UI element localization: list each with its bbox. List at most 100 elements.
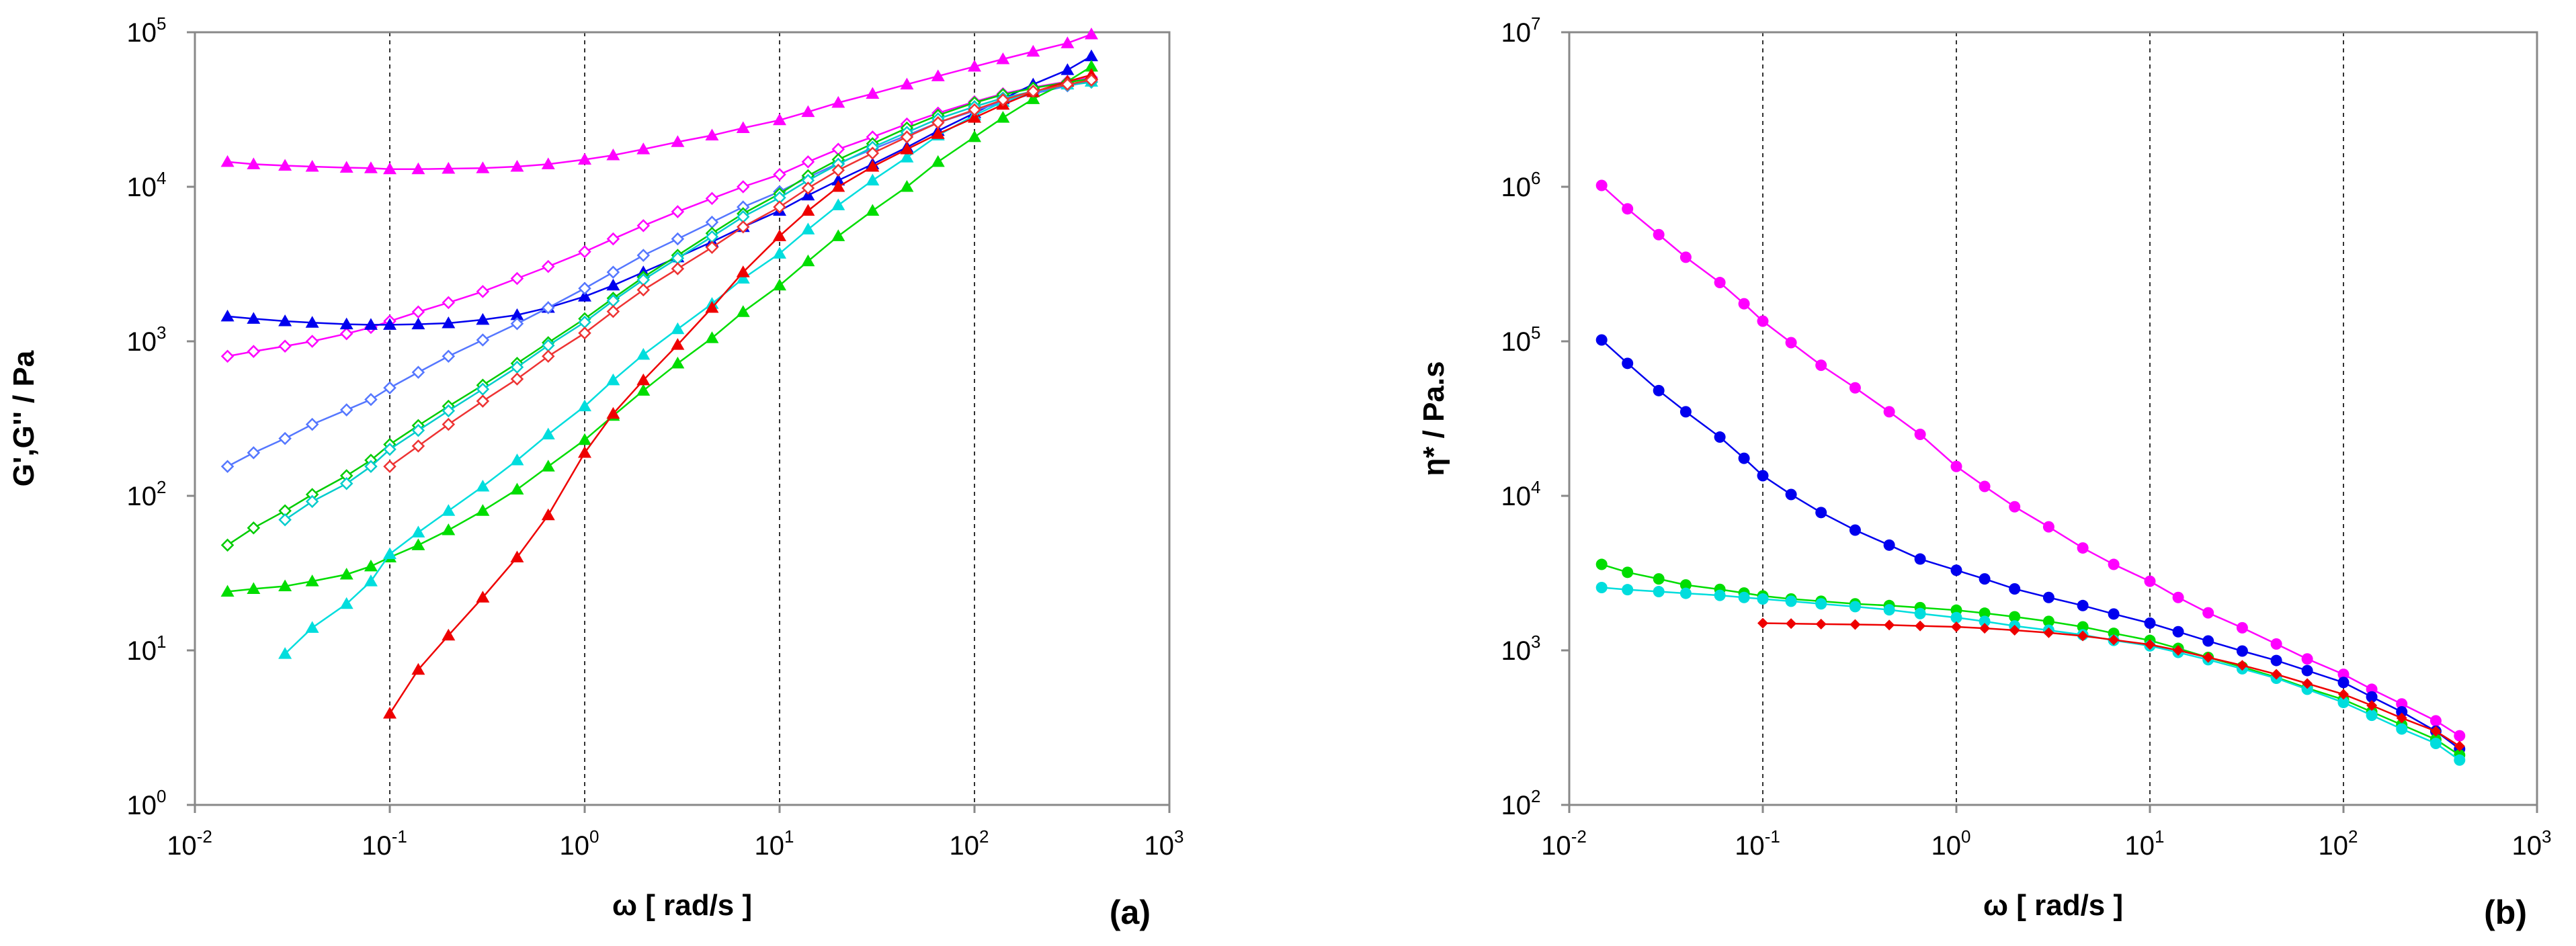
data-point: [866, 146, 880, 160]
series-line: [1602, 587, 2460, 761]
series-magenta: [1595, 179, 2466, 742]
y-tick-label: 103: [1501, 632, 1541, 666]
x-tick-label: 10-2: [1541, 826, 1587, 861]
data-point: [1757, 470, 1769, 482]
data-point: [278, 159, 292, 171]
data-point: [1622, 584, 1634, 596]
data-point: [773, 168, 786, 181]
data-point: [866, 160, 880, 172]
data-point: [1914, 428, 1926, 440]
data-point: [364, 460, 378, 473]
data-point: [2077, 621, 2089, 633]
data-point: [1679, 587, 1692, 599]
data-point: [1653, 384, 1665, 396]
data-point: [773, 247, 786, 259]
data-point: [1815, 618, 1827, 630]
data-point: [2009, 611, 2021, 623]
data-point: [2042, 591, 2054, 603]
data-point: [2108, 608, 2120, 620]
data-point: [1084, 28, 1098, 40]
data-point: [1815, 507, 1827, 519]
data-point: [541, 460, 555, 472]
data-point: [510, 271, 524, 286]
data-point: [1757, 315, 1769, 327]
data-point: [1061, 77, 1075, 91]
plot-frame: [194, 31, 1171, 806]
data-point: [383, 460, 397, 473]
data-point: [383, 547, 397, 560]
data-point: [2270, 654, 2282, 666]
data-point: [801, 222, 815, 234]
data-point: [1679, 251, 1692, 263]
data-point: [2396, 706, 2408, 718]
data-point: [705, 191, 719, 206]
plot-frame: [1568, 31, 2538, 806]
data-point: [931, 155, 945, 167]
data-point: [510, 317, 524, 331]
data-point: [736, 121, 750, 134]
data-point: [866, 87, 880, 99]
data-point: [278, 513, 292, 527]
data-point: [1061, 63, 1075, 75]
data-point: [2454, 740, 2465, 752]
x-tick-label: 101: [755, 826, 794, 861]
data-point: [510, 550, 524, 563]
data-point: [1084, 49, 1098, 62]
data-point: [2145, 639, 2155, 650]
data-point: [671, 205, 685, 218]
data-point: [383, 381, 397, 395]
data-point: [1849, 382, 1861, 394]
data-point: [383, 162, 397, 175]
data-point: [931, 69, 945, 81]
data-point: [442, 504, 456, 516]
data-point: [1026, 85, 1040, 98]
data-point: [2337, 697, 2350, 709]
data-point: [900, 77, 914, 90]
y-tick-label: 107: [1501, 13, 1541, 48]
data-point: [510, 453, 524, 466]
data-point: [278, 431, 292, 445]
data-point: [931, 127, 945, 139]
data-point: [801, 254, 815, 267]
data-point: [364, 161, 378, 173]
data-point: [831, 180, 845, 192]
data-point: [2338, 689, 2349, 700]
data-point: [305, 494, 319, 509]
series-line: [284, 81, 1092, 655]
data-point: [636, 347, 651, 360]
data-point: [2396, 712, 2407, 724]
data-point: [305, 160, 319, 172]
data-point: [442, 349, 456, 363]
data-point: [2043, 627, 2054, 638]
data-point: [442, 417, 456, 431]
data-point: [278, 579, 292, 592]
x-tick-label: 101: [2125, 826, 2165, 861]
data-point: [476, 333, 490, 347]
data-point: [220, 309, 235, 322]
x-axis-label: ω [ rad/s ]: [612, 889, 752, 922]
data-point: [2271, 669, 2282, 680]
series-cyan: [1595, 581, 2466, 766]
data-point: [636, 373, 651, 386]
data-point: [831, 173, 845, 185]
data-point: [606, 406, 620, 419]
data-point: [636, 249, 651, 262]
y-tick-label: 101: [127, 632, 167, 666]
y-tick-label: 102: [1501, 786, 1541, 820]
data-point: [476, 312, 490, 325]
data-point: [476, 480, 490, 492]
data-point: [411, 439, 425, 453]
data-point: [1883, 539, 1895, 551]
data-point: [606, 148, 620, 161]
data-point: [606, 304, 620, 318]
data-point: [411, 525, 425, 538]
data-point: [2429, 737, 2442, 749]
data-point: [968, 111, 981, 123]
data-point: [2337, 677, 2350, 689]
data-point: [866, 204, 880, 216]
data-point: [476, 285, 490, 298]
data-point: [2366, 691, 2378, 703]
data-point: [705, 215, 719, 229]
data-point: [2108, 558, 2120, 570]
